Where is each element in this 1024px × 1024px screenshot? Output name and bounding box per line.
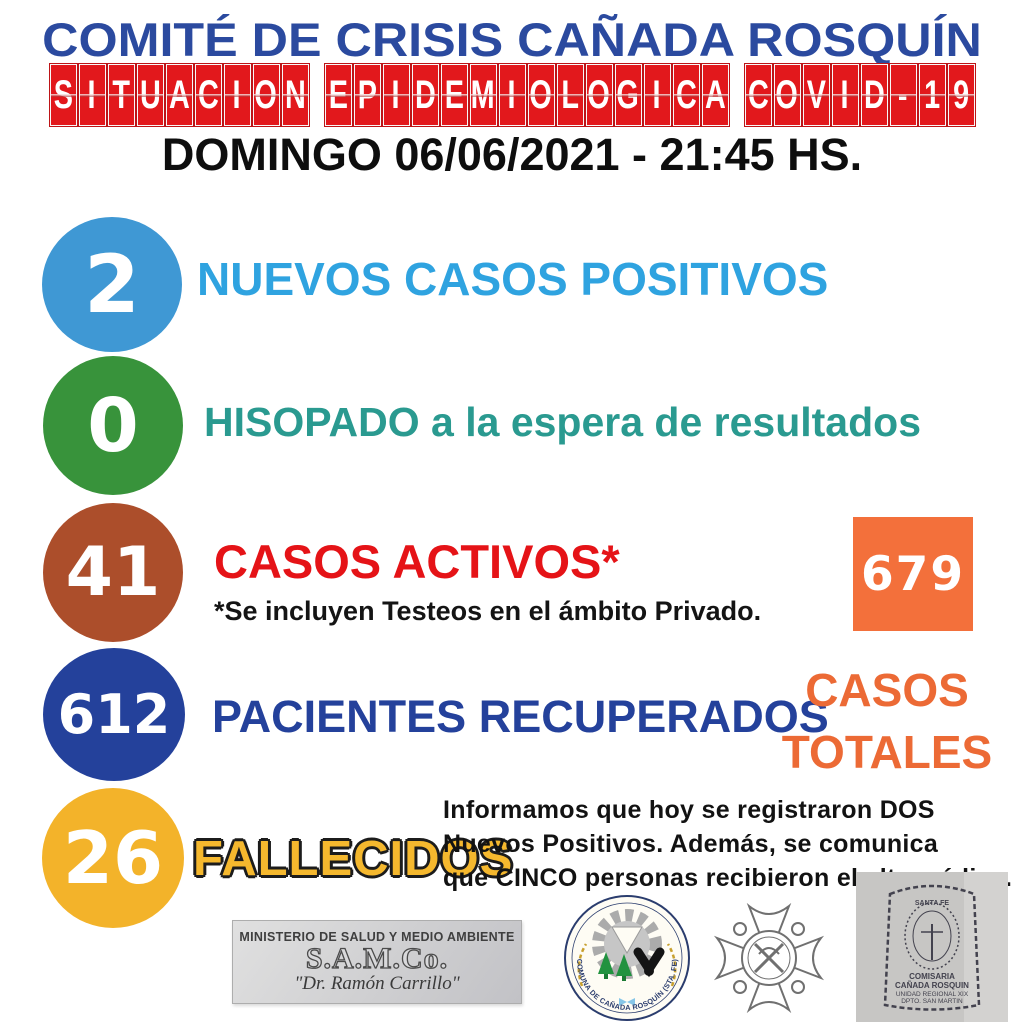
flip-letter-tile: O — [773, 64, 801, 126]
announcement-text: Informamos que hoy se registraron DOS Nu… — [443, 793, 1024, 895]
flip-letter-tile: P — [353, 64, 381, 126]
recovered-label: PACIENTES RECUPERADOS — [212, 691, 829, 742]
flip-letter-tile: I — [223, 64, 251, 126]
flip-letter-tile: U — [136, 64, 164, 126]
flip-letter-tile: I — [78, 64, 106, 126]
pending-swabs-value: 0 — [87, 382, 139, 469]
flip-letter-tile: I — [831, 64, 859, 126]
flip-letter-tile: T — [107, 64, 135, 126]
active-cases-value: 41 — [65, 533, 161, 612]
flip-letter-tile: G — [614, 64, 642, 126]
total-cases-label-line2: TOTALES — [781, 726, 993, 778]
flip-letter-tile: - — [889, 64, 917, 126]
samco-ministry-stamp: MINISTERIO DE SALUD Y MEDIO AMBIENTE S.A… — [232, 920, 522, 1004]
flip-letter-tile: E — [324, 64, 352, 126]
flip-letter-tile: E — [440, 64, 468, 126]
total-cases-label-line1: CASOS — [805, 664, 969, 716]
flip-letter-tile: L — [556, 64, 584, 126]
pending-swabs-label: HISOPADO a la espera de resultados — [204, 399, 921, 445]
flip-letter-tile: C — [672, 64, 700, 126]
flip-letter-tile: M — [469, 64, 497, 126]
announcement-line: Informamos que hoy se registraron DOS — [443, 796, 935, 824]
samco-ministry-line: MINISTERIO DE SALUD Y MEDIO AMBIENTE — [239, 930, 515, 944]
police-stamp-line: DPTO. SAN MARTIN — [901, 998, 963, 1005]
total-cases-value: 679 — [860, 546, 966, 602]
flip-letter-tile: O — [527, 64, 555, 126]
flip-letter-tile: S — [49, 64, 77, 126]
flip-letter-tile: 1 — [918, 64, 946, 126]
comuna-seal-icon: COMUNA DE CAÑADA ROSQUÍN (STA. FE) — [560, 894, 695, 1024]
flip-letter-tile: N — [281, 64, 309, 126]
active-cases-circle: 41 — [43, 503, 183, 642]
active-cases-note: *Se incluyen Testeos en el ámbito Privad… — [214, 596, 762, 626]
new-cases-circle: 2 — [42, 217, 182, 352]
police-stamp-line: CAÑADA ROSQUIN — [895, 981, 969, 990]
police-stamp-line: UNIDAD REGIONAL XIX — [896, 991, 969, 998]
flip-letter-tile: 9 — [947, 64, 975, 126]
recovered-circle: 612 — [43, 648, 185, 781]
total-cases-box: 679 — [853, 517, 973, 631]
samco-name: S.A.M.Co. — [305, 942, 449, 975]
flip-letter-tile: C — [194, 64, 222, 126]
flip-letter-tile: A — [165, 64, 193, 126]
recovered-value: 612 — [57, 683, 171, 746]
flip-letter-tile: O — [585, 64, 613, 126]
police-stamp-province: SANTA FE — [915, 900, 950, 907]
police-stamp-line: COMISARIA — [909, 972, 955, 981]
police-stamp: SANTA FE COMISARIA CAÑADA ROSQUIN UNIDAD… — [856, 872, 1008, 1024]
flip-letter-tile: O — [252, 64, 280, 126]
bomberos-logo-icon — [703, 892, 835, 1024]
deceased-value: 26 — [62, 816, 164, 900]
new-cases-value: 2 — [84, 238, 140, 331]
flip-letter-tile: I — [498, 64, 526, 126]
deceased-circle: 26 — [42, 788, 184, 928]
flip-letter-tile: V — [802, 64, 830, 126]
pending-swabs-circle: 0 — [43, 356, 183, 495]
date-line: DOMINGO 06/06/2021 - 21:45 HS. — [161, 129, 863, 180]
flip-letter-tile: I — [643, 64, 671, 126]
active-cases-label: CASOS ACTIVOS* — [214, 535, 620, 588]
announcement-line: Nuevos Positivos. Además, se comunica — [443, 830, 939, 858]
flip-letter-tile: A — [701, 64, 729, 126]
new-cases-label: NUEVOS CASOS POSITIVOS — [197, 253, 829, 305]
page-title: COMITÉ DE CRISIS CAÑADA ROSQUÍN — [42, 13, 982, 66]
flip-letter-tile: C — [744, 64, 772, 126]
samco-subtitle: "Dr. Ramón Carrillo" — [294, 973, 460, 994]
deceased-label: FALLECIDOS — [193, 832, 514, 886]
total-cases-label: CASOS TOTALES — [762, 659, 1012, 783]
flip-letter-tile: I — [382, 64, 410, 126]
flip-letter-tile: D — [860, 64, 888, 126]
flip-letter-tile: D — [411, 64, 439, 126]
